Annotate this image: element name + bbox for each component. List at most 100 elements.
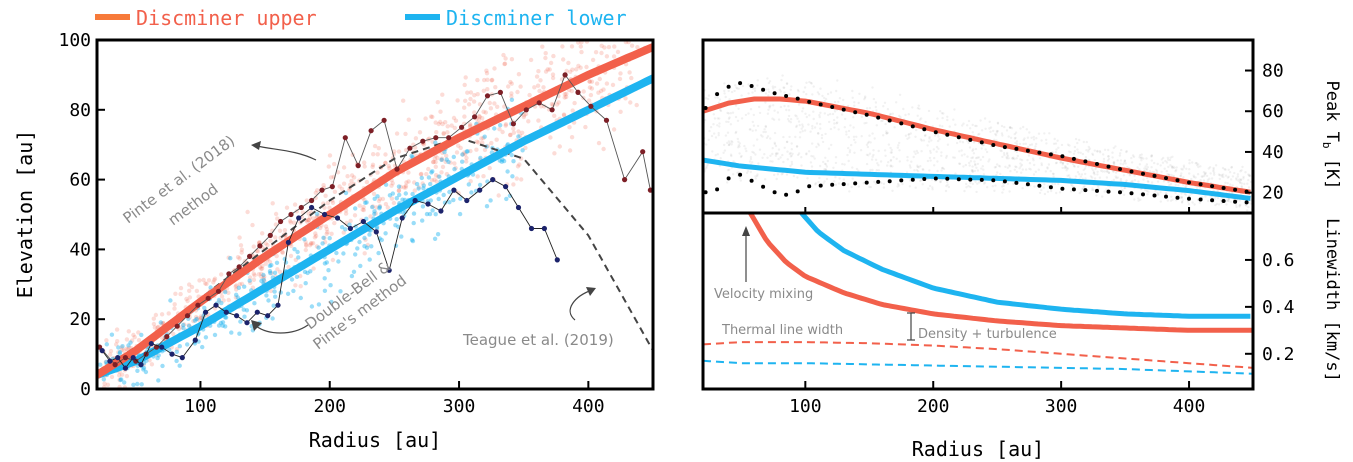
tb-cloud-point (946, 115, 949, 119)
tb-lower-dot (1187, 196, 1191, 201)
tb-cloud-point (1150, 154, 1154, 157)
tb-cloud-point (847, 146, 850, 150)
pinte-point (536, 100, 542, 106)
tb-cloud-point (995, 174, 998, 177)
tb-upper-dot (1129, 169, 1134, 174)
tb-cloud-point (824, 132, 827, 136)
tb-cloud-point (978, 132, 981, 136)
tb-cloud-point (1119, 177, 1123, 181)
tb-cloud-point (916, 151, 919, 154)
upper-cloud-point (195, 316, 200, 321)
lower-cloud-point (220, 320, 226, 325)
tb-cloud-point (1174, 183, 1178, 186)
lower-cloud-point (218, 320, 224, 326)
lower-cloud-point (202, 305, 207, 311)
tb-cloud-point (1184, 185, 1187, 188)
lower-cloud-point (270, 316, 275, 321)
tb-cloud-point (819, 87, 822, 90)
tb-cloud-point (774, 152, 778, 155)
upper-cloud-point (428, 114, 434, 119)
right-xlabel: Radius [au] (912, 437, 1044, 461)
tb-cloud-point (1015, 140, 1019, 143)
tb-cloud-point (934, 134, 937, 137)
tb-cloud-point (824, 97, 828, 101)
tb-upper-dot (1048, 152, 1053, 157)
lower-cloud-point (104, 342, 110, 347)
upper-cloud-point (203, 281, 208, 286)
tb-cloud-point (827, 113, 830, 117)
tb-cloud-point (898, 160, 901, 163)
tb-cloud-point (737, 140, 740, 143)
tb-cloud-point (727, 112, 730, 115)
tb-upper-dot (910, 124, 915, 129)
tb-cloud-point (733, 89, 736, 93)
tb-cloud-point (1243, 182, 1246, 186)
tb-cloud-point (1146, 193, 1149, 196)
tb-cloud-point (806, 177, 809, 180)
tb-cloud-point (1248, 173, 1251, 177)
tb-cloud-point (995, 129, 999, 133)
tb-cloud-point (1156, 180, 1160, 183)
tb-cloud-point (921, 183, 924, 186)
double-bell-point (464, 197, 470, 204)
upper-cloud-point (292, 202, 298, 207)
tb-cloud-point (783, 104, 786, 108)
tb-cloud-point (969, 160, 973, 163)
tb-cloud-point (753, 89, 757, 93)
tb-cloud-point (1001, 191, 1004, 194)
upper-cloud-point (602, 45, 607, 50)
tb-cloud-point (777, 157, 780, 161)
upper-cloud-point (261, 276, 266, 281)
tb-cloud-point (915, 168, 919, 172)
tb-cloud-point (789, 164, 792, 168)
tb-cloud-point (823, 168, 826, 171)
lower-cloud-point (223, 324, 228, 329)
tb-cloud-point (1081, 187, 1084, 190)
tb-cloud-point (976, 182, 979, 185)
lower-cloud-point (363, 200, 368, 205)
upper-cloud-point (263, 241, 268, 246)
tb-cloud-point (1123, 186, 1126, 190)
tb-lower-dot (991, 178, 996, 183)
tb-cloud-point (909, 179, 912, 182)
upper-cloud-point (423, 116, 428, 121)
lower-cloud-point (181, 322, 186, 328)
tb-cloud-point (731, 111, 735, 114)
tb-cloud-point (874, 101, 878, 104)
upper-cloud-point (251, 244, 256, 249)
upper-cloud-point (239, 250, 244, 255)
lower-cloud-point (400, 197, 405, 202)
upper-cloud-point (365, 242, 370, 248)
tb-cloud-point (1091, 176, 1094, 179)
tb-cloud-point (767, 88, 770, 91)
tb-cloud-point (1212, 189, 1215, 192)
tb-cloud-point (889, 146, 892, 150)
tb-cloud-point (882, 186, 886, 189)
upper-cloud-point (360, 207, 365, 212)
double-bell-point (159, 344, 165, 350)
tb-cloud-point (842, 178, 845, 181)
tb-cloud-point (718, 98, 722, 101)
tb-cloud-point (928, 184, 932, 188)
upper-cloud-point (576, 63, 581, 69)
tb-cloud-point (886, 131, 889, 135)
tb-cloud-point (971, 156, 975, 159)
tb-cloud-point (800, 164, 803, 167)
lower-cloud-point (156, 378, 161, 383)
upper-cloud-point (456, 143, 461, 148)
lower-cloud-point (326, 268, 331, 273)
tb-cloud-point (920, 117, 923, 120)
lower-cloud-point (267, 263, 273, 269)
pinte-point (472, 114, 478, 120)
tb-cloud-point (775, 177, 778, 181)
tb-cloud-point (726, 111, 729, 115)
tb-cloud-point (974, 147, 978, 151)
tb-cloud-point (724, 95, 727, 99)
tb-cloud-point (872, 153, 875, 157)
lower-cloud-point (367, 257, 372, 262)
upper-cloud-point (561, 112, 567, 117)
tb-cloud-point (1107, 148, 1110, 152)
tb-cloud-point (959, 140, 962, 143)
tb-lower-dot (841, 182, 846, 187)
upper-cloud-point (212, 276, 218, 281)
